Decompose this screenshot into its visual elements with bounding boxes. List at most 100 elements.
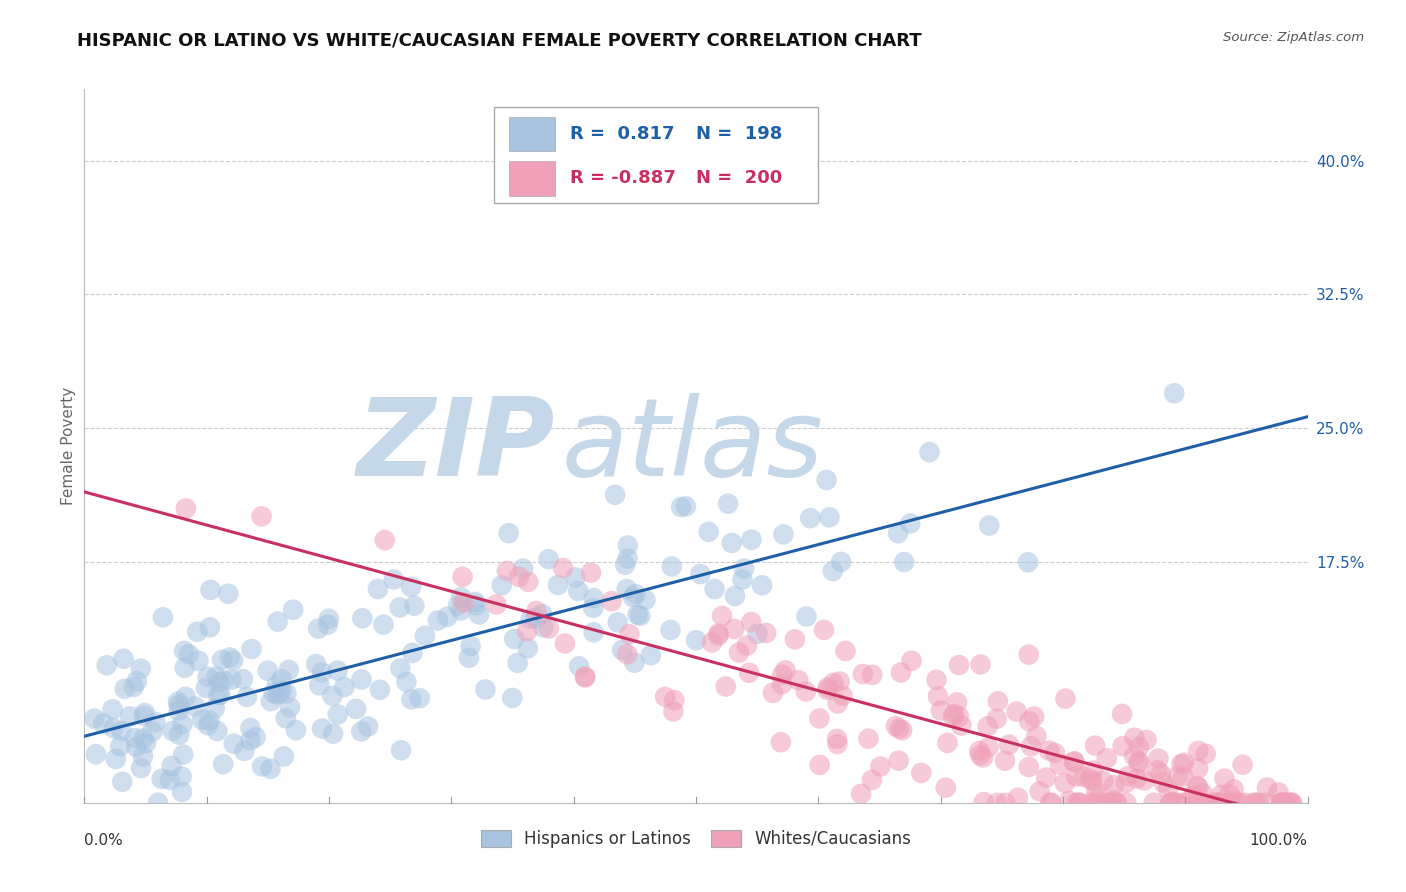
Point (103, 721, 125, 735)
Point (707, 626, 730, 640)
Point (232, 672, 254, 686)
Point (184, 699, 207, 714)
Point (898, 516, 921, 531)
Point (537, 622, 560, 636)
Point (474, 682, 496, 697)
Point (186, 624, 208, 639)
Point (755, 626, 778, 640)
Point (101, 702, 124, 716)
Point (1173, 756, 1195, 770)
Point (831, 689, 853, 703)
Point (1073, 770, 1095, 784)
Point (91, 716, 114, 731)
Point (998, 738, 1021, 752)
Point (1232, 757, 1254, 772)
Point (796, 609, 818, 624)
Point (266, 615, 288, 629)
Point (891, 723, 914, 738)
Point (769, 735, 792, 749)
Point (409, 691, 432, 706)
Point (209, 688, 232, 702)
Point (426, 614, 449, 628)
Point (1019, 739, 1042, 754)
Point (447, 599, 470, 613)
Point (817, 681, 839, 695)
Point (619, 627, 641, 641)
Point (1123, 731, 1146, 745)
Point (266, 688, 288, 702)
Point (827, 737, 849, 751)
Point (1018, 760, 1040, 774)
FancyBboxPatch shape (509, 161, 555, 195)
Point (83, 712, 105, 726)
Point (1243, 796, 1265, 810)
Point (382, 573, 405, 587)
Point (972, 750, 994, 764)
Point (1057, 794, 1080, 808)
Point (134, 706, 156, 720)
Point (1161, 795, 1184, 809)
Point (603, 488, 626, 502)
Point (1078, 772, 1101, 786)
Point (775, 664, 797, 678)
Point (654, 690, 676, 704)
Point (738, 665, 761, 680)
Point (1222, 782, 1244, 797)
Point (326, 664, 349, 678)
Point (640, 648, 662, 662)
Point (772, 527, 794, 541)
Point (1275, 796, 1298, 810)
Point (239, 733, 262, 747)
Point (263, 686, 285, 700)
Point (129, 761, 152, 775)
Point (1053, 776, 1076, 790)
Point (728, 645, 751, 659)
Point (574, 670, 596, 684)
Point (1166, 796, 1188, 810)
Text: atlas: atlas (561, 393, 824, 499)
Point (1064, 769, 1087, 783)
Point (986, 796, 1008, 810)
Point (697, 524, 720, 539)
Text: N =  200: N = 200 (696, 169, 782, 187)
Y-axis label: Female Poverty: Female Poverty (60, 387, 76, 505)
Point (1128, 739, 1150, 754)
Point (1115, 796, 1137, 810)
Point (132, 731, 155, 746)
Point (579, 566, 602, 580)
Point (1159, 796, 1181, 810)
Point (191, 713, 214, 727)
Point (1017, 555, 1039, 569)
Point (808, 711, 831, 725)
Point (207, 688, 229, 702)
Point (675, 500, 697, 514)
Point (270, 672, 292, 686)
Point (1135, 733, 1157, 747)
Point (143, 715, 166, 730)
Point (367, 582, 389, 596)
Point (860, 668, 883, 682)
Point (217, 587, 239, 601)
Point (925, 673, 948, 687)
Point (1054, 691, 1077, 706)
Point (568, 659, 591, 673)
Point (250, 509, 273, 524)
Point (1173, 796, 1195, 810)
Point (616, 551, 638, 566)
Point (994, 796, 1017, 810)
Point (218, 650, 240, 665)
Point (187, 654, 209, 668)
Point (169, 728, 191, 742)
Point (900, 654, 922, 668)
Point (1202, 796, 1225, 810)
Point (1102, 778, 1125, 792)
Point (1098, 796, 1121, 810)
Point (564, 570, 586, 584)
Point (485, 598, 508, 612)
Point (167, 704, 190, 718)
Point (1216, 796, 1239, 810)
Point (813, 623, 835, 637)
Point (1069, 796, 1091, 810)
Point (858, 731, 880, 746)
Point (174, 501, 197, 516)
